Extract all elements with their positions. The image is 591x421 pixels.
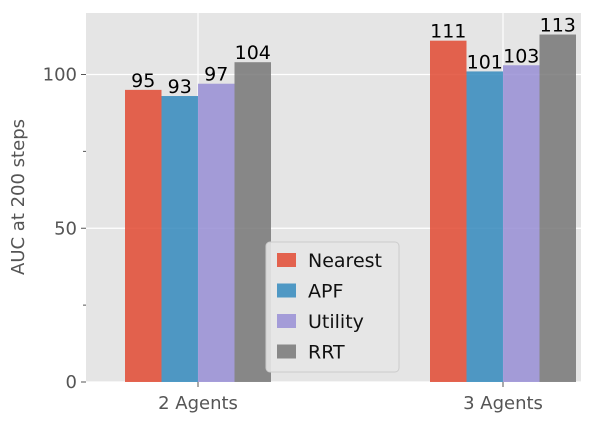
legend-swatch-nearest bbox=[277, 253, 296, 267]
y-tick-label: 50 bbox=[54, 218, 77, 239]
bars bbox=[125, 34, 576, 383]
bar-utility-1 bbox=[198, 83, 235, 382]
legend-label-apf: APF bbox=[308, 281, 343, 303]
x-tick-label: 3 Agents bbox=[463, 393, 543, 414]
legend-swatch-rrt bbox=[277, 344, 296, 359]
x-tick-label: 2 Agents bbox=[158, 393, 238, 414]
legend: Nearest APF Utility RRT bbox=[265, 241, 400, 373]
bar-utility-2 bbox=[503, 65, 540, 383]
bar-rrt-2 bbox=[539, 34, 576, 383]
legend-label-utility: Utility bbox=[308, 311, 364, 333]
bar-apf-1 bbox=[161, 96, 198, 383]
legend-label-nearest: Nearest bbox=[308, 250, 382, 272]
legend-swatch-apf bbox=[277, 283, 296, 298]
data-label: 101 bbox=[467, 51, 503, 73]
y-axis-ticks: 0 50 100 bbox=[43, 65, 86, 393]
x-axis-ticks: 2 Agents 3 Agents bbox=[158, 382, 543, 414]
bar-nearest-1 bbox=[125, 89, 162, 382]
data-label: 93 bbox=[168, 76, 192, 98]
bar-rrt-1 bbox=[234, 62, 271, 382]
legend-label-rrt: RRT bbox=[308, 342, 345, 364]
y-axis-label: AUC at 200 steps bbox=[8, 119, 29, 275]
data-label: 113 bbox=[540, 15, 576, 37]
data-label: 103 bbox=[503, 45, 539, 67]
y-tick-label: 100 bbox=[43, 65, 77, 86]
data-label: 95 bbox=[131, 70, 155, 92]
data-label: 111 bbox=[430, 21, 466, 43]
legend-box bbox=[265, 241, 400, 373]
bar-apf-2 bbox=[466, 71, 503, 383]
legend-swatch-utility bbox=[277, 314, 296, 328]
data-label: 97 bbox=[204, 64, 228, 86]
data-label: 104 bbox=[235, 42, 271, 64]
y-tick-label: 0 bbox=[66, 372, 77, 393]
bar-nearest-2 bbox=[430, 40, 467, 383]
